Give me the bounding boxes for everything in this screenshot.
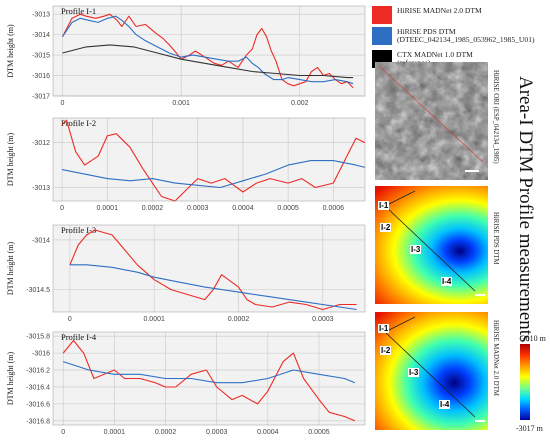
y-tick-label: -3014 [32,32,50,39]
map-tag-i3: I-3 [410,245,422,254]
plot-border [52,5,366,97]
y-tick-label: -3016.8 [26,418,50,425]
profile-panel-1: 0 0.001 0.002 -3013 -3014 -3015 -3016 -3017 DTM … [3,0,368,110]
panel-title: Profile I-2 [61,118,96,128]
legend-label: HiRISE MADNet 2.0 DTM [397,6,482,15]
profile-chart-4: 0 0.0001 0.0002 0.0003 0.0004 0.0005 -3015.8 -3… [6,331,366,436]
profile-panel-2: 0 0.0001 0.0002 0.0003 0.0004 0.0005 0.0006 -30… [3,111,368,218]
x-tick-label: 0 [61,429,65,436]
plot-border [52,224,366,313]
y-tick-label: -3016 [32,351,50,358]
x-tick-label: 0.0003 [187,205,209,212]
x-tick-label: 0.0001 [143,316,165,323]
y-tick-label: -3015 [32,53,50,60]
y-tick-label: -3014.5 [26,287,50,294]
pds-dtm-map: I-1 I-2 I-3 I-4 [375,186,488,304]
map-tag-i1: I-1 [378,324,390,333]
y-axis-label: DTM height (m) [6,352,15,406]
x-tick-label: 0.0001 [97,205,119,212]
series-line-1 [62,13,354,89]
main-title: Area-I DTM Profile measurements [515,76,536,343]
y-tick-label: -3016.2 [26,368,50,375]
legend-item-madnet: HiRISE MADNet 2.0 DTM [372,6,550,26]
x-tick-label: 0 [68,316,72,323]
map-tag-i2: I-2 [380,223,392,232]
map-tag-i3: I-3 [408,368,420,377]
plot-border [52,117,366,202]
x-tick-label: 0.0005 [308,429,330,436]
x-tick-label: 0.0006 [323,205,345,212]
y-axis-label: DTM height (m) [6,24,15,78]
map-tag-i4: I-4 [441,277,453,286]
y-axis-label: DTM height (m) [6,133,15,187]
y-tick-label: -3012 [32,140,50,147]
legend-item-pds: HiRISE PDS DTM (DTEEC_042134_1985_053962_… [372,27,550,49]
y-tick-label: -3014 [32,237,50,244]
x-tick-label: 0.002 [291,100,309,107]
x-tick-label: 0 [61,100,65,107]
x-tick-label: 0.001 [172,100,190,107]
madnet-dtm-map: I-1 I-2 I-3 I-4 [375,312,488,430]
legend-swatch-blue [372,27,392,45]
x-tick-label: 0.0002 [228,316,250,323]
map-tag-i4: I-4 [439,400,451,409]
series-line-1 [69,229,357,311]
profile-panel-4: 0 0.0001 0.0002 0.0003 0.0004 0.0005 -3015.8 -3… [3,327,368,441]
profile-chart-3: 0 0.0001 0.0002 0.0003 -3014 -3014.5 DTM heigh… [6,224,366,323]
ortho-label: HiRISE ORI (ESP_042134_1985) [492,70,499,164]
x-tick-label: 0.0003 [312,316,334,323]
x-tick-label: 0.0005 [277,205,299,212]
plot-area [53,6,365,96]
panel-title: Profile I-1 [61,6,96,16]
profile-panel-3: 0 0.0001 0.0002 0.0003 -3014 -3014.5 DTM heigh… [3,219,368,329]
profile-chart-1: 0 0.001 0.002 -3013 -3014 -3015 -3016 -3017 DTM … [6,5,366,107]
x-tick-label: 0.0003 [206,429,228,436]
map-tag-i1: I-1 [378,201,390,210]
plot-area [53,332,365,425]
y-tick-label: -3017 [32,94,50,101]
series-line-1 [61,119,366,202]
y-axis-label: DTM height (m) [6,242,15,296]
legend-swatch-red [372,6,392,24]
ortho-texture [375,62,488,180]
x-tick-label: 0.0002 [142,205,164,212]
map-tag-i2: I-2 [380,346,392,355]
plot-border [52,331,366,426]
y-tick-label: -3016 [32,73,50,80]
series-line-2 [69,264,357,311]
x-tick-label: 0.0002 [155,429,177,436]
colorbar-bottom-label: -3017 m [516,424,543,433]
hirise-ortho-image [375,62,488,180]
profile-line-overlay [379,66,484,163]
y-tick-label: -3016.4 [26,384,50,391]
y-tick-label: -3016.6 [26,401,50,408]
panel-title: Profile I-4 [61,332,97,342]
pds-label: HiRISE PDS DTM [492,212,499,265]
y-tick-label: -3013 [32,12,50,19]
colorbar-top-label: -3010 m [519,334,546,343]
legend-label: HiRISE PDS DTM (DTEEC_042134_1985_053962_… [397,27,535,45]
series-line-1 [62,339,356,422]
series-line-2 [61,160,366,189]
x-tick-label: 0.0001 [104,429,126,436]
colorbar [520,344,530,420]
x-tick-label: 0.0004 [257,429,279,436]
series-line-2 [62,15,354,85]
y-tick-label: -3015.8 [26,334,50,341]
y-tick-label: -3013 [32,185,50,192]
series-line-2 [63,361,356,384]
plot-area [53,118,365,201]
madnet-label: HiRISE MADNet 2.0 DTM [492,320,499,396]
profile-chart-2: 0 0.0001 0.0002 0.0003 0.0004 0.0005 0.0006 -30… [6,117,366,212]
x-tick-label: 0.0004 [232,205,254,212]
panel-title: Profile I-3 [61,225,96,235]
pds-profile-lines [384,190,485,296]
series-line-3 [62,44,354,79]
plot-area [53,225,365,312]
madnet-profile-lines [384,316,485,422]
x-tick-label: 0 [60,205,64,212]
